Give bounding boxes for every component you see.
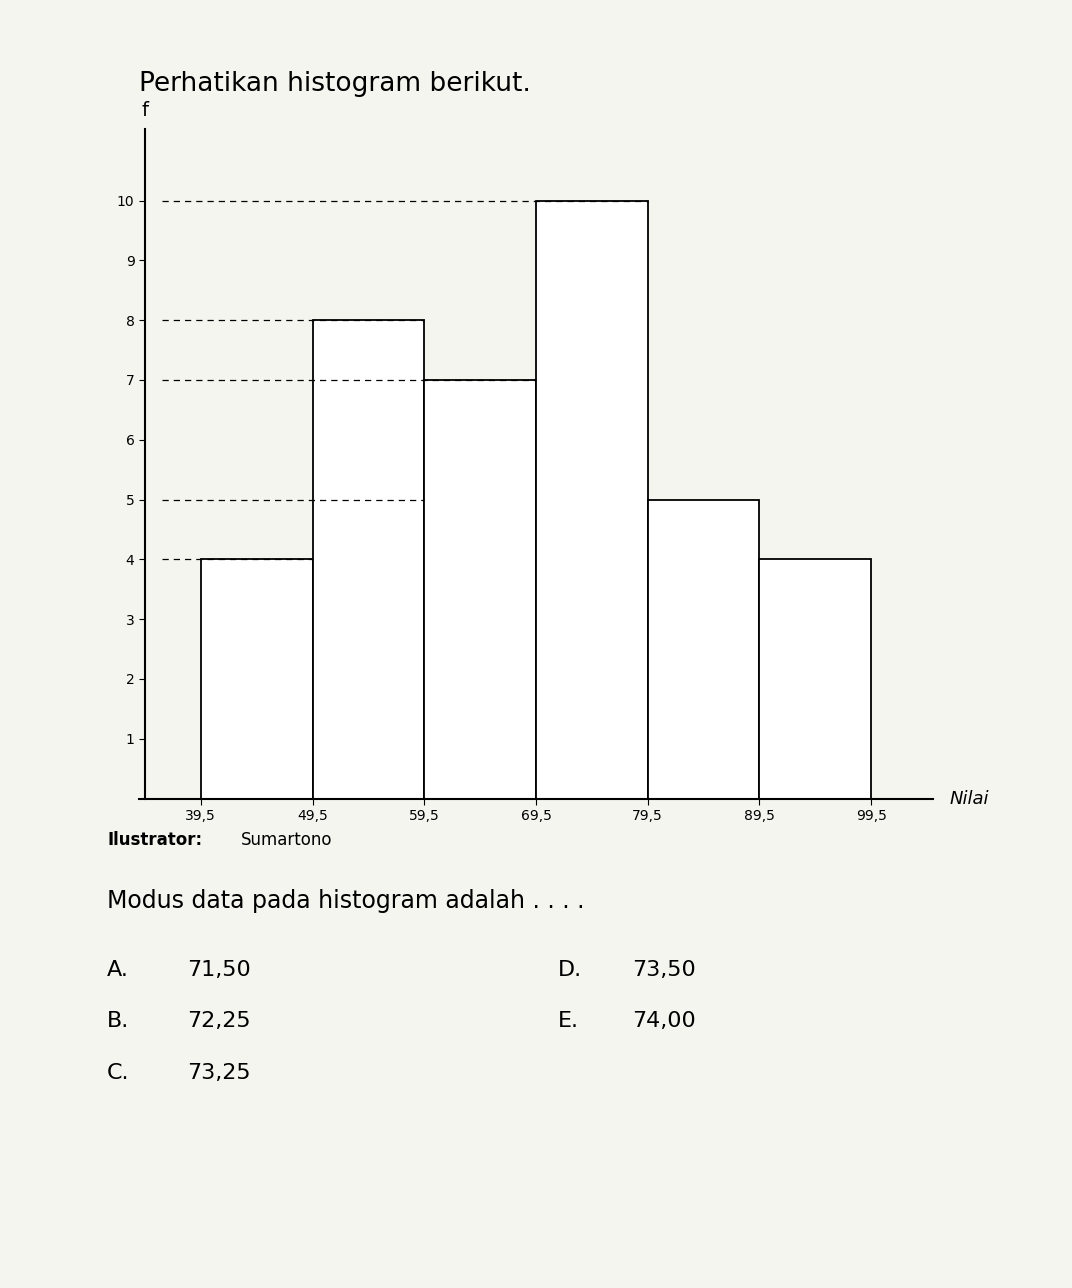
Text: B.: B.: [107, 1011, 130, 1032]
Text: 73,25: 73,25: [188, 1063, 251, 1083]
Text: 74,00: 74,00: [632, 1011, 696, 1032]
Text: Perhatikan histogram berikut.: Perhatikan histogram berikut.: [139, 71, 532, 97]
Text: D.: D.: [557, 960, 582, 980]
Bar: [536, 201, 647, 799]
Text: 73,50: 73,50: [632, 960, 696, 980]
Bar: [200, 559, 313, 799]
Bar: [759, 559, 872, 799]
Text: Modus data pada histogram adalah . . . .: Modus data pada histogram adalah . . . .: [107, 889, 584, 913]
Text: f: f: [142, 100, 148, 120]
Text: A.: A.: [107, 960, 129, 980]
Text: Nilai: Nilai: [950, 790, 988, 808]
Bar: [425, 380, 536, 799]
Text: E.: E.: [557, 1011, 579, 1032]
Text: 72,25: 72,25: [188, 1011, 251, 1032]
Text: Ilustrator:: Ilustrator:: [107, 831, 203, 849]
Bar: [313, 321, 425, 799]
Text: Sumartono: Sumartono: [241, 831, 332, 849]
Text: 71,50: 71,50: [188, 960, 251, 980]
Bar: [647, 500, 759, 799]
Text: C.: C.: [107, 1063, 130, 1083]
